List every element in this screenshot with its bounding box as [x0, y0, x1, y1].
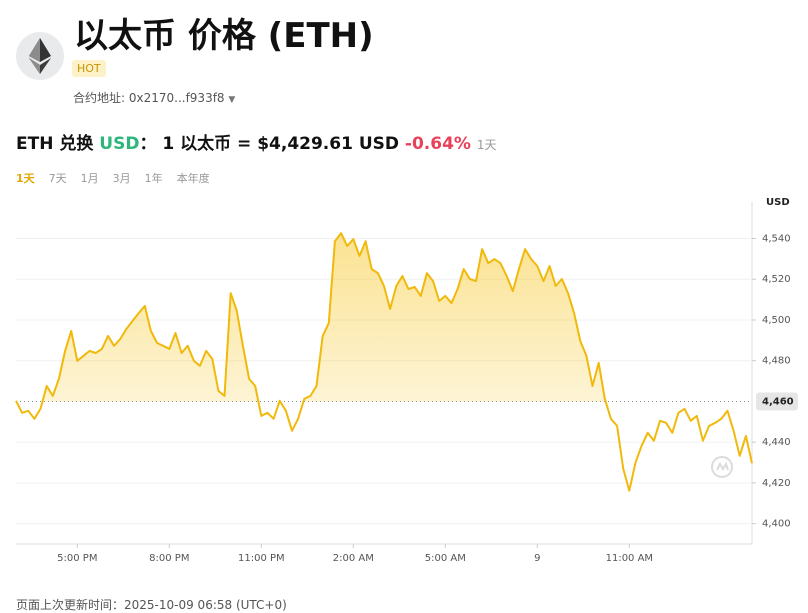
- contract-address[interactable]: 合约地址: 0x2170...f933f8 ▼: [73, 91, 236, 105]
- range-button[interactable]: 1年: [144, 172, 163, 185]
- range-button[interactable]: 1天: [16, 172, 35, 185]
- y-tick-label: 4,440: [762, 437, 791, 448]
- x-tick-label: 5:00 PM: [57, 553, 97, 564]
- x-tick-label: 11:00 AM: [606, 553, 653, 564]
- x-tick-label: 2:00 AM: [333, 553, 374, 564]
- conv-change: -0.64%: [404, 134, 471, 154]
- reference-label: 4,460: [762, 396, 794, 407]
- conv-to[interactable]: USD: [99, 134, 140, 154]
- conv-period: 1天: [476, 138, 497, 152]
- hot-badge: HOT: [72, 60, 106, 77]
- range-button[interactable]: 本年度: [176, 172, 210, 185]
- range-button[interactable]: 3月: [112, 172, 131, 185]
- reference-label-bg: [756, 392, 798, 411]
- x-tick-label: 5:00 AM: [425, 553, 466, 564]
- price-line: [15, 232, 753, 492]
- y-tick-label: 4,540: [762, 234, 791, 245]
- x-tick-label: 11:00 PM: [238, 553, 285, 564]
- watermark: [711, 456, 733, 478]
- y-unit-label: USD: [766, 197, 790, 208]
- last-updated: 页面上次更新时间：2025-10-09 06:58 (UTC+0): [16, 598, 287, 612]
- conversion: ETH 兑换 USD： 1 以太币 = $4,429.61 USD -0.64%…: [16, 129, 497, 154]
- conv-colon: ：: [139, 134, 157, 154]
- x-tick-label: 9: [534, 553, 540, 564]
- range-button[interactable]: 1月: [80, 172, 99, 185]
- x-tick-label: 8:00 PM: [149, 553, 189, 564]
- range-button[interactable]: 7天: [48, 172, 67, 185]
- eth-logo: [16, 32, 64, 80]
- y-tick-label: 4,400: [762, 519, 791, 530]
- y-tick-label: 4,520: [762, 274, 791, 285]
- address-text: 合约地址: 0x2170...f933f8: [73, 91, 225, 105]
- conv-rate: 1 以太币 = $4,429.61 USD: [162, 134, 399, 154]
- price-area: [16, 233, 752, 402]
- y-tick-label: 4,480: [762, 356, 791, 367]
- y-tick-label: 4,420: [762, 478, 791, 489]
- conv-from: ETH 兑换: [16, 134, 94, 154]
- title: 以太币 价格 (ETH): [74, 16, 374, 56]
- range-selector: 1天 7天 1月 3月 1年 本年度: [16, 170, 224, 186]
- y-tick-label: 4,500: [762, 315, 791, 326]
